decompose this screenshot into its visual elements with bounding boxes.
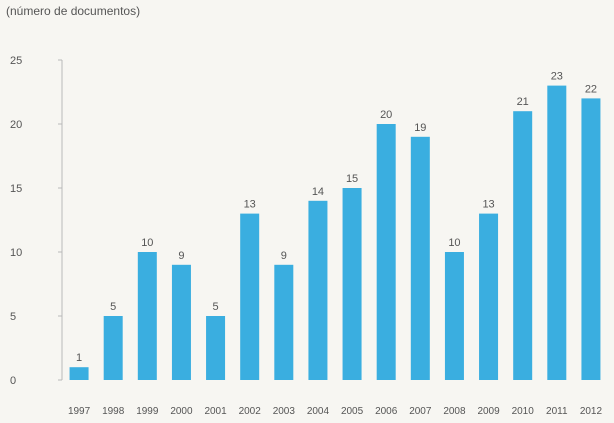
bar-2007 — [410, 136, 430, 380]
x-tick-label: 2003 — [273, 406, 296, 417]
y-tick-label: 20 — [10, 119, 22, 131]
x-tick-label: 2006 — [375, 406, 398, 417]
x-tick-label: 2009 — [477, 406, 500, 417]
bar-value-label: 22 — [585, 83, 597, 95]
x-tick-label: 1999 — [136, 406, 159, 417]
bar-2003 — [274, 264, 294, 380]
bar-value-label: 5 — [110, 301, 116, 313]
bar-value-label: 13 — [482, 199, 494, 211]
y-tick-label: 10 — [10, 247, 22, 259]
x-tick-label: 2008 — [443, 406, 466, 417]
bar-2008 — [444, 252, 464, 380]
y-axis: 0 5 10 15 20 25 — [10, 55, 63, 387]
bar-1999 — [137, 252, 157, 380]
bar-2004 — [308, 200, 328, 380]
y-tick-label: 25 — [10, 55, 22, 67]
bar-value-label: 14 — [312, 186, 324, 198]
x-tick-label: 2005 — [341, 406, 364, 417]
x-tick-label: 2012 — [580, 406, 603, 417]
x-tick-label: 2004 — [307, 406, 330, 417]
bar-value-label: 9 — [178, 250, 184, 262]
bar-2000 — [171, 264, 191, 380]
bar-2002 — [240, 213, 260, 380]
bar-1998 — [103, 316, 123, 380]
x-tick-label: 2002 — [239, 406, 262, 417]
x-tick-label: 1997 — [68, 406, 91, 417]
x-tick-label: 2007 — [409, 406, 432, 417]
bar-value-label: 1 — [76, 352, 82, 364]
bar-value-label: 10 — [448, 237, 460, 249]
y-tick-label: 15 — [10, 183, 22, 195]
bar-2012 — [581, 98, 601, 381]
bar-value-label: 15 — [346, 173, 358, 185]
bar-value-label: 21 — [517, 96, 529, 108]
x-tick-label: 2010 — [512, 406, 535, 417]
bar-2006 — [376, 124, 396, 380]
bar-value-label: 19 — [414, 122, 426, 134]
bar-value-label: 10 — [141, 237, 153, 249]
bar-value-label: 23 — [551, 71, 563, 83]
y-tick-label: 5 — [10, 311, 16, 323]
bar-2009 — [479, 213, 499, 380]
bar-2010 — [513, 111, 533, 380]
chart-subtitle: (número de documentos) — [6, 4, 141, 18]
x-tick-label: 1998 — [102, 406, 125, 417]
bar-value-label: 5 — [213, 301, 219, 313]
x-tick-label: 2000 — [170, 406, 193, 417]
y-tick-label: 0 — [10, 375, 16, 387]
x-tick-label: 2001 — [204, 406, 227, 417]
bar-2011 — [547, 85, 567, 380]
bar-value-label: 9 — [281, 250, 287, 262]
bar-2005 — [342, 188, 362, 380]
x-axis: 1997 1998 1999 2000 2001 2002 2003 2004 2005 2006… — [68, 406, 603, 417]
bars — [69, 85, 601, 381]
bar-1997 — [69, 367, 89, 380]
bar-value-label: 20 — [380, 109, 392, 121]
bar-value-label: 13 — [244, 199, 256, 211]
bar-2001 — [206, 316, 226, 380]
x-tick-label: 2011 — [546, 406, 568, 417]
